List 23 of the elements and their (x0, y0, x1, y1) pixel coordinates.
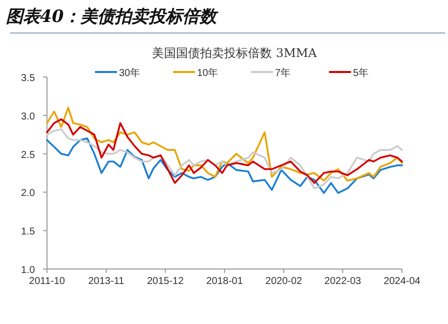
y-tick-label: 2.0 (21, 188, 36, 200)
x-tick-label: 2024-04 (384, 276, 421, 287)
line-series (46, 128, 403, 190)
x-tick-label: 2013-11 (88, 276, 125, 287)
x-tick-label: 2022-03 (324, 276, 362, 287)
line-series (46, 106, 403, 182)
chart-title: 图表40：美债拍卖投标倍数 (6, 6, 219, 27)
legend-label: 10年 (197, 67, 218, 79)
line-series (46, 118, 403, 184)
x-tick-label: 2018-01 (206, 276, 244, 287)
x-tick-label: 2015-12 (146, 276, 184, 287)
legend-label: 30年 (119, 67, 140, 79)
y-tick-label: 1.5 (21, 226, 36, 238)
y-tick-label: 3.0 (21, 111, 36, 122)
y-tick-label: 3.5 (21, 73, 36, 84)
line-series (46, 138, 403, 194)
y-tick-label: 1.0 (21, 265, 36, 276)
y-tick-label: 2.5 (21, 150, 36, 161)
x-tick-label: 2020-02 (265, 276, 303, 287)
legend-label: 5年 (353, 67, 369, 79)
chart-subtitle: 美国国债拍卖投标倍数 3MMA (152, 46, 318, 60)
legend-label: 7年 (275, 67, 291, 79)
x-tick-label: 2011-10 (29, 276, 66, 287)
